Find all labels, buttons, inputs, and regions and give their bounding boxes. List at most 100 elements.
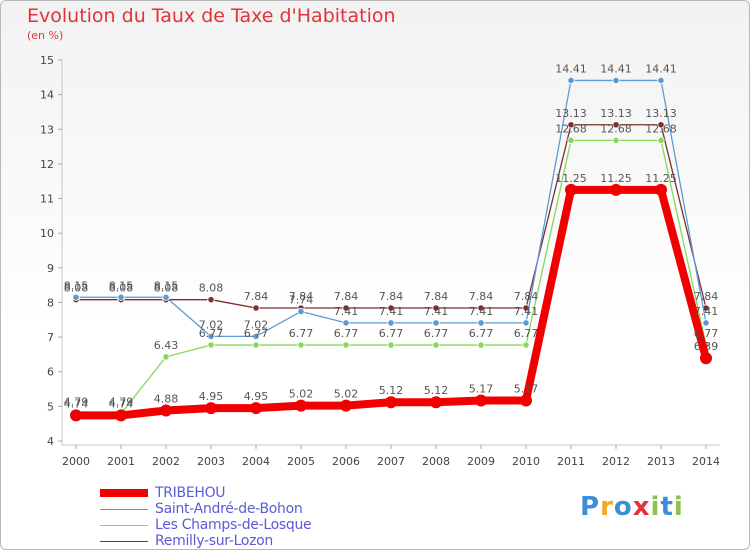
data-label: 7.84 <box>334 290 359 303</box>
data-point <box>475 394 487 407</box>
logo-letter: i <box>650 492 661 522</box>
data-point <box>160 404 172 417</box>
logo-letter: x <box>632 492 651 522</box>
y-tick-label: 5 <box>47 400 54 413</box>
data-label: 4.95 <box>244 390 269 403</box>
data-point <box>430 396 442 409</box>
data-label: 7.02 <box>244 318 269 331</box>
data-point <box>250 402 262 415</box>
legend-label: Saint-André-de-Bohon <box>155 501 303 517</box>
data-point <box>340 399 352 412</box>
data-point <box>477 319 485 327</box>
y-tick-label: 7 <box>47 331 54 344</box>
data-label: 5.17 <box>514 382 539 395</box>
data-point <box>432 304 440 312</box>
legend-swatch <box>100 525 148 526</box>
x-tick-label: 2002 <box>152 455 180 468</box>
data-label: 7.02 <box>199 318 224 331</box>
legend-swatch <box>100 489 148 497</box>
data-label: 4.95 <box>199 390 224 403</box>
data-point <box>252 332 260 340</box>
data-point <box>162 293 170 301</box>
data-label: 4.74 <box>109 397 134 410</box>
data-label: 5.12 <box>379 384 404 397</box>
data-label: 7.84 <box>694 290 719 303</box>
x-tick-label: 2011 <box>557 455 585 468</box>
data-label: 7.84 <box>469 290 494 303</box>
data-point <box>657 136 665 144</box>
data-label: 7.74 <box>289 293 314 306</box>
data-label: 13.13 <box>600 107 632 120</box>
data-point <box>72 293 80 301</box>
data-label: 12.68 <box>645 122 677 135</box>
y-tick-label: 11 <box>40 193 54 206</box>
data-point <box>387 341 395 349</box>
x-tick-label: 2001 <box>107 455 135 468</box>
data-label: 6.77 <box>199 327 224 340</box>
data-label: 7.41 <box>379 305 404 318</box>
data-point <box>700 352 712 365</box>
y-tick-label: 8 <box>47 296 54 309</box>
data-point <box>385 396 397 409</box>
data-point <box>477 341 485 349</box>
data-label: 14.41 <box>600 62 632 75</box>
data-point <box>207 341 215 349</box>
data-point <box>252 341 260 349</box>
data-point <box>342 319 350 327</box>
data-label: 13.13 <box>555 107 587 120</box>
data-label: 14.41 <box>645 62 677 75</box>
data-label: 7.84 <box>514 290 539 303</box>
data-label: 7.84 <box>424 290 449 303</box>
legend-swatch <box>100 509 148 510</box>
x-tick-label: 2004 <box>242 455 270 468</box>
data-label: 7.84 <box>289 290 314 303</box>
data-label: 8.15 <box>154 279 179 292</box>
chart-title: Evolution du Taux de Taxe d'Habitation <box>27 5 396 27</box>
y-tick-label: 6 <box>47 366 54 379</box>
x-tick-label: 2005 <box>287 455 315 468</box>
data-point <box>565 183 577 196</box>
legend-label: Les Champs-de-Losque <box>155 517 312 533</box>
data-point <box>567 121 575 129</box>
data-label: 11.25 <box>600 172 632 185</box>
x-tick-label: 2012 <box>602 455 630 468</box>
data-label: 5.02 <box>334 388 359 401</box>
data-label: 7.84 <box>379 290 404 303</box>
data-point <box>162 353 170 361</box>
x-tick-label: 2003 <box>197 455 225 468</box>
logo-letter: o <box>613 492 633 522</box>
legend-item-les-champs-de-losque[interactable]: Les Champs-de-Losque <box>100 517 400 534</box>
legend-item-tribehou[interactable]: TRIBEHOU <box>100 485 400 502</box>
data-point <box>297 341 305 349</box>
data-point <box>567 76 575 85</box>
data-label: 6.77 <box>289 327 314 340</box>
data-label: 4.79 <box>109 396 134 409</box>
data-point <box>432 341 440 349</box>
y-tick-label: 10 <box>40 227 54 240</box>
data-label: 7.41 <box>424 305 449 318</box>
data-point <box>387 304 395 312</box>
legend-swatch <box>100 541 148 542</box>
logo-letter: i <box>673 492 684 522</box>
data-label: 8.15 <box>109 279 134 292</box>
logo-letter: t <box>660 492 674 522</box>
x-tick-label: 2013 <box>647 455 675 468</box>
data-label: 5.12 <box>424 384 449 397</box>
data-label: 8.08 <box>64 282 89 295</box>
legend-item-saint-andre-de-bohon[interactable]: Saint-André-de-Bohon <box>100 501 400 518</box>
proxiti-logo: Proxiti <box>580 492 684 522</box>
data-label: 6.77 <box>469 327 494 340</box>
data-point <box>207 332 215 340</box>
data-point <box>610 183 622 196</box>
x-tick-label: 2014 <box>692 455 720 468</box>
legend-item-remilly-sur-lozon[interactable]: Remilly-sur-Lozon <box>100 533 400 550</box>
data-point <box>522 341 530 349</box>
y-tick-label: 4 <box>47 435 54 448</box>
data-label: 6.39 <box>694 340 719 353</box>
data-label: 7.41 <box>514 305 539 318</box>
data-label: 5.02 <box>289 388 314 401</box>
data-point <box>252 304 260 312</box>
data-label: 7.41 <box>334 305 359 318</box>
